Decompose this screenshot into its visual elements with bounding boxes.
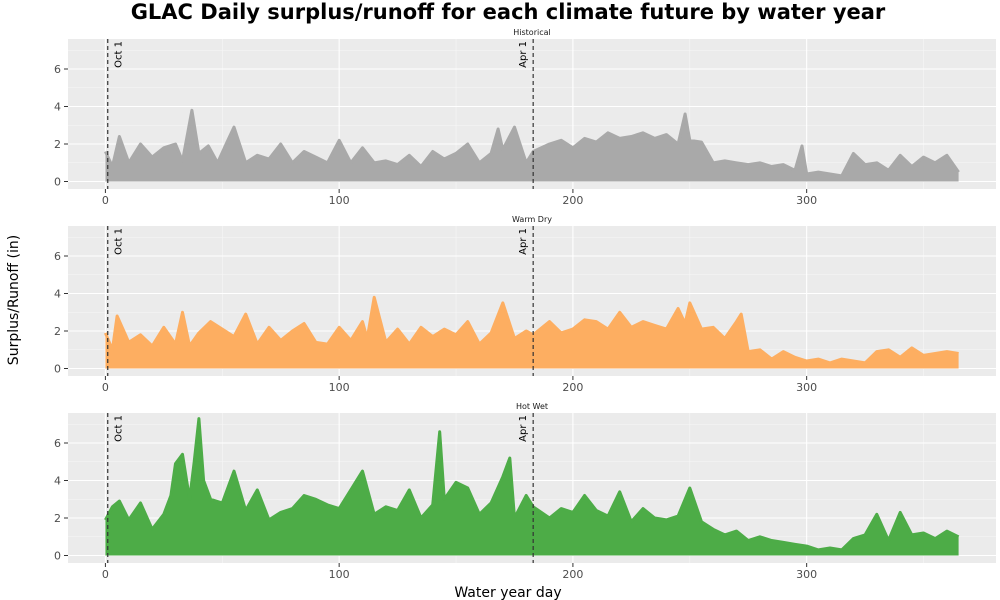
x-tick-label: 100 bbox=[329, 194, 350, 207]
y-tick-label: 0 bbox=[54, 363, 61, 376]
x-tick-label: 0 bbox=[102, 381, 109, 394]
chart-title: GLAC Daily surplus/runoff for each clima… bbox=[130, 0, 886, 24]
y-tick-label: 4 bbox=[54, 288, 61, 301]
vline-label-1: Apr 1 bbox=[518, 228, 529, 255]
facet-panel-0: Oct 1 Apr 1 Historical 0 2 4 6 0 100 200 300 bbox=[54, 28, 996, 207]
y-tick-label: 6 bbox=[54, 437, 61, 450]
y-tick-label: 2 bbox=[54, 512, 61, 525]
y-tick-label: 4 bbox=[54, 475, 61, 488]
x-tick-label: 300 bbox=[796, 381, 817, 394]
series-area-0 bbox=[105, 110, 959, 182]
x-tick-label: 300 bbox=[796, 194, 817, 207]
x-tick-label: 100 bbox=[329, 381, 350, 394]
x-tick-label: 0 bbox=[102, 194, 109, 207]
series-area-2 bbox=[105, 418, 959, 556]
vline-label-1: Apr 1 bbox=[518, 415, 529, 442]
facet-label-1: Warm Dry bbox=[512, 215, 552, 224]
series-area-1 bbox=[105, 297, 959, 369]
x-tick-label: 200 bbox=[562, 568, 583, 581]
series-line-2 bbox=[104, 417, 960, 552]
y-tick-label: 6 bbox=[54, 250, 61, 263]
facet-label-2: Hot Wet bbox=[516, 402, 548, 411]
y-tick-label: 6 bbox=[54, 63, 61, 76]
y-axis-title: Surplus/Runoff (in) bbox=[6, 235, 22, 365]
vline-label-0: Oct 1 bbox=[114, 228, 125, 255]
x-tick-label: 200 bbox=[562, 194, 583, 207]
series-line-0 bbox=[104, 108, 960, 178]
y-tick-label: 4 bbox=[54, 101, 61, 114]
facet-panel-1: Oct 1 Apr 1 Warm Dry 0 2 4 6 0 100 200 300 bbox=[54, 215, 996, 394]
facet-panel-2: Oct 1 Apr 1 Hot Wet 0 2 4 6 0 100 200 300 bbox=[54, 402, 996, 581]
series-line-1 bbox=[104, 295, 959, 365]
facet-label-0: Historical bbox=[513, 28, 550, 37]
y-tick-label: 2 bbox=[54, 325, 61, 338]
y-tick-label: 0 bbox=[54, 176, 61, 189]
x-tick-label: 0 bbox=[102, 568, 109, 581]
x-tick-label: 100 bbox=[329, 568, 350, 581]
x-tick-label: 300 bbox=[796, 568, 817, 581]
vline-label-0: Oct 1 bbox=[114, 415, 125, 442]
y-tick-label: 0 bbox=[54, 550, 61, 563]
x-axis-title: Water year day bbox=[454, 585, 561, 600]
x-tick-label: 200 bbox=[562, 381, 583, 394]
vline-label-0: Oct 1 bbox=[114, 41, 125, 68]
vline-label-1: Apr 1 bbox=[518, 41, 529, 68]
y-tick-label: 2 bbox=[54, 138, 61, 151]
